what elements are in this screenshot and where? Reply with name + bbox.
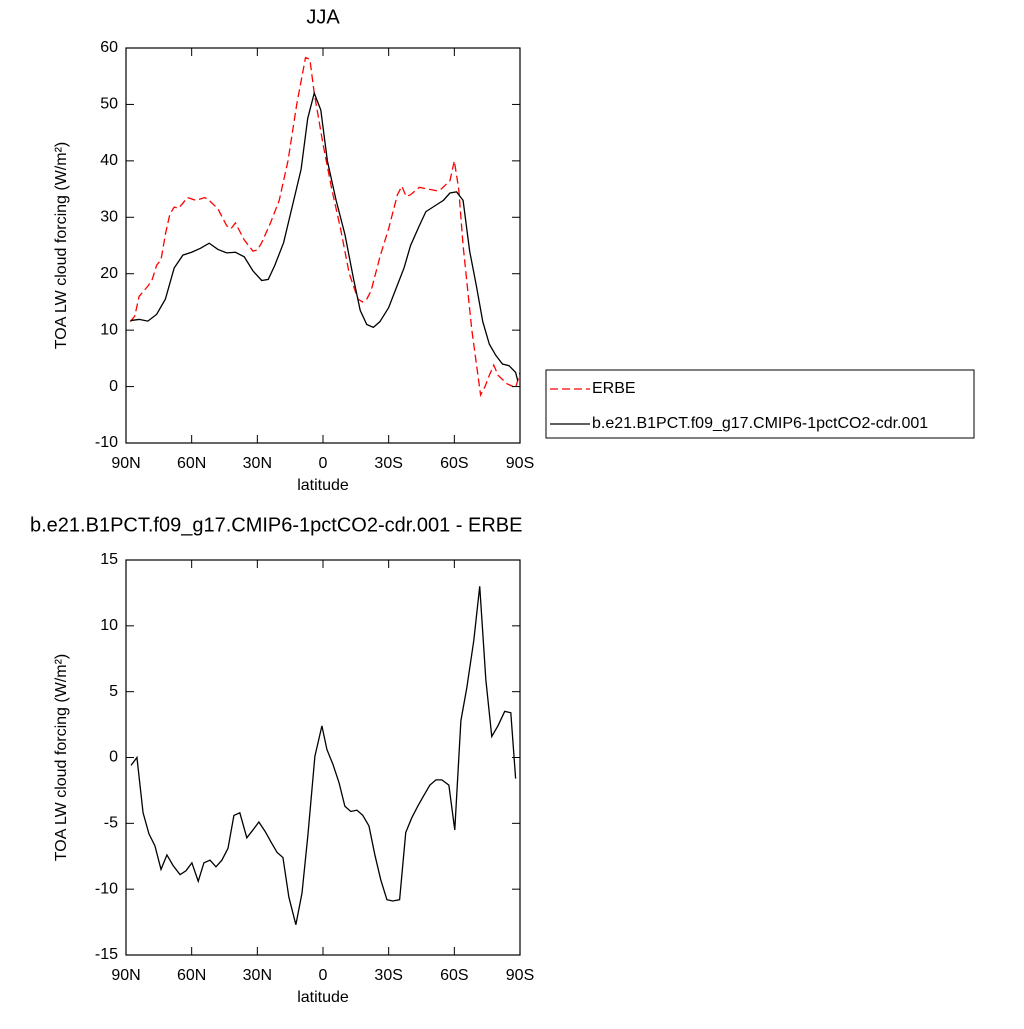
y-tick-label: -10 (95, 434, 118, 451)
legend-label: b.e21.B1PCT.f09_g17.CMIP6-1pctCO2-cdr.00… (592, 415, 928, 432)
y-tick-label: -15 (95, 946, 118, 963)
legend-box (545, 369, 975, 439)
x-tick-label: 90S (506, 967, 534, 984)
y-tick-label: 10 (100, 321, 118, 338)
x-tick-label: 30N (243, 967, 272, 984)
x-tick-label: 30S (374, 455, 402, 472)
y-tick-label: 0 (109, 378, 118, 395)
legend-label: ERBE (592, 380, 636, 397)
x-axis-label: latitude (297, 989, 349, 1006)
plot-frame (125, 559, 521, 956)
y-tick-label: 0 (109, 749, 118, 766)
data-line (130, 586, 517, 925)
x-tick-label: 0 (319, 455, 328, 472)
y-tick-label: -5 (104, 815, 118, 832)
x-tick-label: 30N (243, 455, 272, 472)
y-tick-label: 40 (100, 152, 118, 169)
x-axis-label: latitude (297, 477, 349, 494)
x-tick-label: 0 (319, 967, 328, 984)
y-tick-label: 60 (100, 39, 118, 56)
y-tick-label: 20 (100, 265, 118, 282)
data-line (130, 91, 519, 382)
y-axis-label: TOA LW cloud forcing (W/m²) (53, 142, 70, 349)
x-tick-label: 60N (177, 455, 206, 472)
y-tick-label: 5 (109, 683, 118, 700)
x-tick-label: 60S (440, 455, 468, 472)
x-tick-label: 30S (374, 967, 402, 984)
x-tick-label: 60N (177, 967, 206, 984)
chart-title: b.e21.B1PCT.f09_g17.CMIP6-1pctCO2-cdr.00… (30, 514, 522, 536)
data-line (129, 56, 521, 398)
y-tick-label: 15 (100, 551, 118, 568)
x-tick-label: 90N (111, 455, 140, 472)
y-tick-label: 30 (100, 209, 118, 226)
x-tick-label: 60S (440, 967, 468, 984)
y-tick-label: 50 (100, 96, 118, 113)
x-tick-label: 90S (506, 455, 534, 472)
plot-frame (125, 47, 521, 444)
y-axis-label: TOA LW cloud forcing (W/m²) (53, 654, 70, 861)
chart-title: JJA (306, 6, 340, 28)
x-tick-label: 90N (111, 967, 140, 984)
y-tick-label: -10 (95, 880, 118, 897)
y-tick-label: 10 (100, 617, 118, 634)
